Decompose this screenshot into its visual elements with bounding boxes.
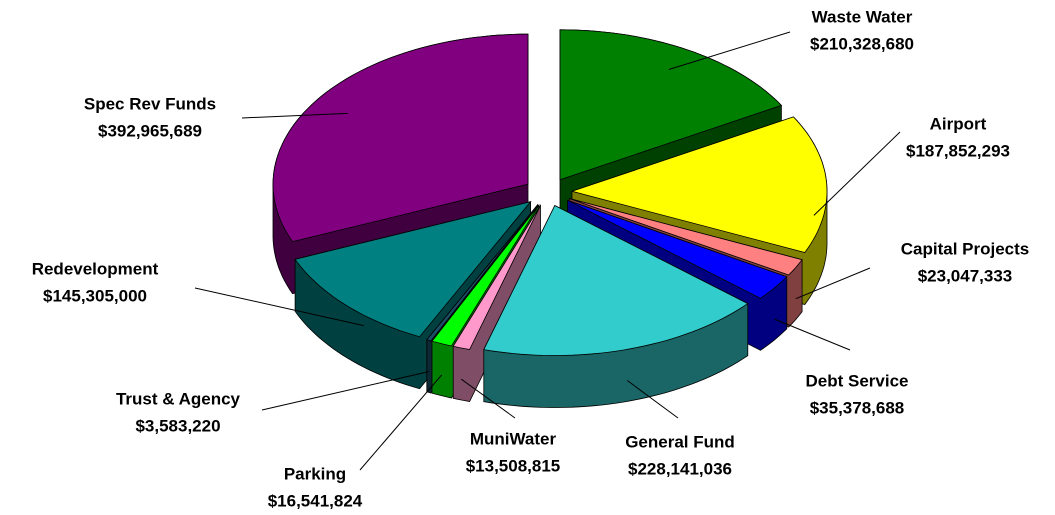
leader-line bbox=[795, 267, 871, 300]
leader-line bbox=[241, 112, 348, 119]
slice bbox=[452, 205, 541, 350]
leader-line bbox=[774, 318, 851, 351]
leader-line bbox=[627, 380, 679, 419]
leader-line bbox=[359, 374, 443, 471]
slice-label: Airport bbox=[930, 114, 987, 133]
slice-value-label: $210,328,680 bbox=[810, 34, 914, 53]
slice-value-label: $145,305,000 bbox=[43, 286, 147, 305]
slice-label: Waste Water bbox=[812, 7, 913, 26]
slice-label: MuniWater bbox=[470, 429, 557, 448]
slice-label: General Fund bbox=[625, 432, 735, 451]
slice-value-label: $13,508,815 bbox=[466, 456, 561, 475]
slice bbox=[272, 33, 529, 243]
slice-value-label: $187,852,293 bbox=[906, 141, 1010, 160]
slice-value-label: $35,378,688 bbox=[810, 398, 905, 417]
slice-value-label: $392,965,689 bbox=[98, 121, 202, 140]
slice-label: Capital Projects bbox=[901, 239, 1030, 258]
leader-line bbox=[461, 378, 516, 419]
slice-label: Parking bbox=[284, 464, 346, 483]
slice bbox=[431, 204, 540, 347]
slice-value-label: $3,583,220 bbox=[135, 416, 220, 435]
slice bbox=[483, 204, 749, 356]
slice bbox=[567, 199, 788, 299]
slice-value-label: $16,541,824 bbox=[268, 491, 363, 510]
slice bbox=[294, 201, 532, 338]
slice-label: Redevelopment bbox=[32, 259, 159, 278]
leader-line bbox=[261, 371, 429, 411]
slice-label: Spec Rev Funds bbox=[84, 94, 216, 113]
leader-line bbox=[668, 31, 791, 70]
leader-line bbox=[813, 131, 901, 216]
slice-label: Trust & Agency bbox=[116, 389, 241, 408]
slice bbox=[569, 198, 803, 276]
leader-line bbox=[194, 287, 364, 327]
slice bbox=[570, 116, 828, 253]
slice-value-label: $228,141,036 bbox=[628, 459, 732, 478]
slice-side bbox=[452, 203, 541, 402]
slice-value-label: $23,047,333 bbox=[918, 266, 1013, 285]
slice-label: Debt Service bbox=[806, 371, 909, 390]
slice bbox=[426, 204, 539, 342]
slice bbox=[559, 29, 783, 181]
